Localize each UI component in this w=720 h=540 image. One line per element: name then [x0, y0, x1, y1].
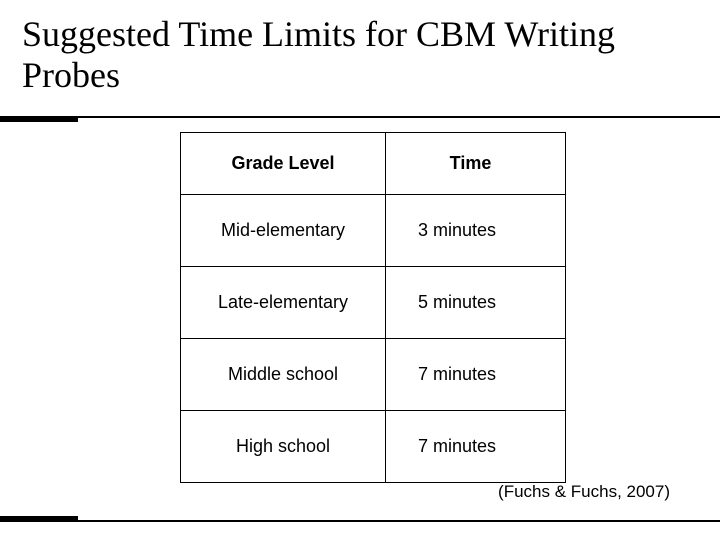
footer-rule-thin: [0, 520, 720, 522]
title-rule-thin: [0, 116, 720, 118]
table-header-row: Grade Level Time: [181, 133, 566, 195]
col-header-grade-level: Grade Level: [181, 133, 386, 195]
table-row: Mid-elementary 3 minutes: [181, 195, 566, 267]
table-row: High school 7 minutes: [181, 411, 566, 483]
table-row: Middle school 7 minutes: [181, 339, 566, 411]
col-header-time: Time: [386, 133, 566, 195]
cell-time: 7 minutes: [386, 339, 566, 411]
cell-time: 3 minutes: [386, 195, 566, 267]
table-row: Late-elementary 5 minutes: [181, 267, 566, 339]
cell-grade-level: Late-elementary: [181, 267, 386, 339]
footer-rule: [0, 516, 720, 522]
cell-time: 5 minutes: [386, 267, 566, 339]
title-rule-accent: [0, 118, 78, 122]
cell-grade-level: Middle school: [181, 339, 386, 411]
time-limits-table: Grade Level Time Mid-elementary 3 minute…: [180, 132, 566, 483]
cell-grade-level: High school: [181, 411, 386, 483]
title-rule: [0, 116, 720, 122]
slide-title: Suggested Time Limits for CBM Writing Pr…: [0, 0, 720, 97]
cell-grade-level: Mid-elementary: [181, 195, 386, 267]
cell-time: 7 minutes: [386, 411, 566, 483]
citation-text: (Fuchs & Fuchs, 2007): [498, 482, 670, 502]
